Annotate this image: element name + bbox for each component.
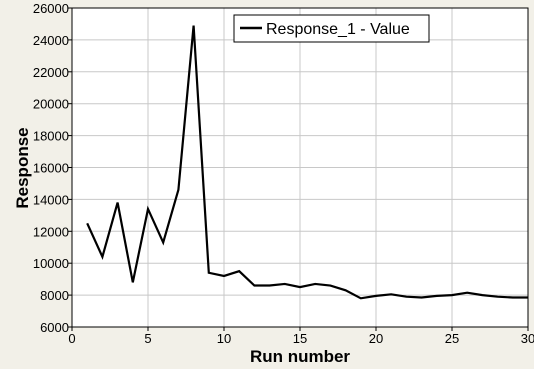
y-tick-label: 20000 bbox=[33, 97, 69, 112]
legend: Response_1 - Value bbox=[233, 14, 430, 43]
legend-box bbox=[233, 14, 430, 43]
y-tick-label: 22000 bbox=[33, 65, 69, 80]
legend-label: Response_1 - Value bbox=[266, 21, 410, 38]
x-tick-label: 30 bbox=[521, 331, 534, 346]
x-tick-label: 10 bbox=[217, 331, 231, 346]
y-tick-label: 18000 bbox=[33, 129, 69, 144]
x-tick-label: 15 bbox=[293, 331, 307, 346]
series-lines bbox=[86, 25, 528, 300]
y-tick-label: 8000 bbox=[40, 288, 69, 303]
x-tick-label: 5 bbox=[144, 331, 151, 346]
y-tick-label: 26000 bbox=[33, 1, 69, 16]
y-tick-label: 16000 bbox=[33, 161, 69, 176]
y-tick-label: 10000 bbox=[33, 256, 69, 271]
x-tick-label: 25 bbox=[445, 331, 459, 346]
y-tick-label: 6000 bbox=[40, 320, 69, 335]
y-axis-title: Response bbox=[13, 127, 32, 208]
x-tick-label: 0 bbox=[68, 331, 75, 346]
x-tick-label: 20 bbox=[369, 331, 383, 346]
x-axis-title: Run number bbox=[250, 347, 350, 366]
series-line bbox=[86, 25, 528, 300]
y-tick-label: 24000 bbox=[33, 33, 69, 48]
y-tick-label: 12000 bbox=[33, 224, 69, 239]
axis-ticks: 6000 8000 10000 12000 14000 16000 18000 20000 22… bbox=[33, 1, 534, 346]
y-tick-label: 14000 bbox=[33, 192, 69, 207]
